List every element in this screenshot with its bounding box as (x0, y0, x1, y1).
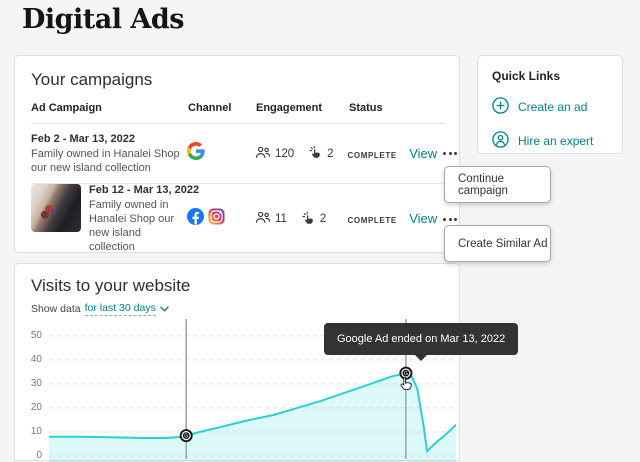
more-options-icon[interactable] (443, 214, 459, 225)
chart-tooltip: Google Ad ended on Mar 13, 2022 (324, 323, 519, 361)
chart-y-axis-labels: 0 10 20 30 40 50 (15, 319, 42, 462)
clicks-count: 2 (319, 213, 327, 225)
campaigns-card: Your campaigns Ad Campaign Channel Engag… (14, 55, 460, 253)
menu-item-label: Continue campaign (458, 172, 508, 197)
google-ad-event-marker[interactable]: G (399, 366, 413, 380)
audience-reach-icon (255, 211, 271, 227)
reach-count: 120 (274, 147, 295, 160)
svg-text:G: G (184, 434, 188, 440)
menu-item-create-similar-ad[interactable]: Create Similar Ad (444, 225, 551, 262)
show-data-label: Show data (31, 303, 81, 315)
svg-text:G: G (404, 371, 408, 377)
table-row: Feb 2 - Mar 13, 2022 Family owned in Han… (31, 124, 459, 184)
audience-reach-icon (255, 146, 271, 162)
quick-links-heading: Quick Links (492, 69, 561, 83)
date-range-selector[interactable]: for last 30 days (84, 302, 156, 316)
view-campaign-link[interactable]: View (409, 211, 438, 226)
google-icon (187, 142, 205, 165)
google-ad-event-marker[interactable]: G (179, 429, 193, 443)
table-row: Feb 12 - Mar 13, 2022 Family owned in Ha… (31, 184, 459, 253)
visits-heading: Visits to your website (31, 276, 191, 295)
reach-count: 11 (274, 213, 287, 225)
clicks-icon (302, 211, 316, 228)
status-badge: COMPLETE (347, 150, 397, 160)
person-circle-icon (492, 131, 509, 151)
hire-an-expert-link[interactable]: Hire an expert (492, 131, 608, 151)
clicks-icon (309, 145, 323, 162)
plus-circle-icon (492, 97, 509, 117)
status-badge: COMPLETE (347, 216, 397, 225)
chart-tooltip-text: Google Ad ended on Mar 13, 2022 (337, 333, 506, 345)
campaigns-table-header: Ad Campaign Channel Engagement Status (31, 102, 459, 122)
view-campaign-link[interactable]: View (409, 145, 438, 161)
menu-item-continue-campaign[interactable]: Continue campaign (444, 166, 551, 203)
column-header-status: Status (349, 102, 383, 114)
chevron-down-icon[interactable] (160, 303, 169, 315)
visits-card: Visits to your website Show data for las… (14, 263, 519, 462)
visits-area-chart[interactable]: G G (49, 319, 456, 462)
create-an-ad-link[interactable]: Create an ad (492, 97, 608, 117)
y-axis-tick-label: 10 (30, 425, 42, 437)
hire-an-expert-label: Hire an expert (518, 134, 594, 148)
menu-item-label: Create Similar Ad (458, 237, 548, 250)
campaign-date-range: Feb 12 - Mar 13, 2022 (89, 184, 200, 196)
y-axis-tick-label: 20 (30, 401, 42, 413)
column-header-engagement: Engagement (256, 102, 323, 114)
y-axis-tick-label: 40 (30, 353, 42, 365)
table-divider (31, 123, 445, 124)
facebook-icon (187, 208, 205, 230)
campaign-description: Family owned in Hanalei Shop our new isl… (31, 147, 180, 174)
y-axis-tick-label: 50 (30, 329, 42, 341)
column-header-ad-campaign: Ad Campaign (31, 102, 102, 114)
y-axis-tick-label: 0 (36, 450, 42, 461)
hand-cursor-icon (399, 376, 414, 397)
instagram-icon (208, 208, 225, 230)
page-title: Digital Ads (22, 4, 184, 35)
clicks-count: 2 (327, 147, 334, 160)
column-header-channel: Channel (188, 102, 232, 114)
quick-links-card: Quick Links Create an ad Hire an expert (477, 55, 623, 154)
campaign-thumbnail (31, 184, 81, 232)
campaign-description: Family owned in Hanalei Shop our new isl… (89, 199, 175, 253)
campaign-date-range: Feb 2 - Mar 13, 2022 (31, 132, 135, 145)
more-options-icon[interactable] (443, 148, 459, 159)
create-an-ad-label: Create an ad (518, 100, 588, 114)
campaigns-heading: Your campaigns (31, 70, 153, 89)
y-axis-tick-label: 30 (30, 377, 42, 389)
